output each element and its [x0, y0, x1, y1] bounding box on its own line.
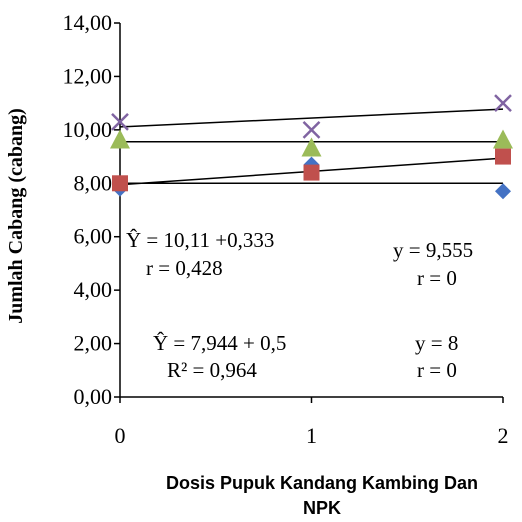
point-square: [303, 164, 320, 181]
annotation-r-4: r = 0: [417, 358, 457, 382]
x-tick-label: 0: [115, 423, 126, 448]
annotation-r-3: R² = 0,964: [167, 358, 257, 382]
x-tick-label: 1: [306, 423, 317, 448]
y-tick-label: 12,00: [63, 63, 113, 88]
y-tick-label: 2,00: [74, 331, 113, 356]
point-triangle: [493, 129, 513, 149]
y-tick-label: 8,00: [74, 170, 113, 195]
point-triangle: [110, 129, 130, 149]
y-tick-label: 6,00: [74, 224, 113, 249]
annotation-equation-3: Ŷ = 7,944 + 0,5: [153, 331, 286, 355]
x-axis-label-line-2: NPK: [303, 498, 341, 518]
point-square: [495, 148, 511, 165]
point-cross: [494, 94, 512, 113]
annotations: Ŷ = 10,11 +0,333 r = 0,428 y = 9,555 r =…: [126, 228, 473, 382]
cross-stroke: [302, 120, 321, 139]
cross-stroke: [494, 94, 512, 113]
annotation-r-1: r = 0,428: [146, 256, 223, 280]
x-tick-label: 2: [498, 423, 509, 448]
y-axis-label: Jumlah Cabang (cabang): [5, 108, 27, 324]
tick-labels: 0,00 2,00 4,00 6,00 8,00 10,00 12,00 14,00 0 1 2: [63, 10, 509, 448]
x-axis-label-line-1: Dosis Pupuk Kandang Kambing Dan: [166, 473, 478, 493]
y-tick-label: 14,00: [63, 10, 113, 35]
trendline-1: [119, 108, 504, 128]
point-square: [112, 175, 128, 192]
y-tick-label: 10,00: [63, 117, 113, 142]
annotation-equation-2: y = 9,555: [393, 238, 473, 262]
point-cross: [111, 112, 129, 131]
point-triangle: [301, 137, 322, 157]
y-tick-label: 0,00: [74, 384, 113, 409]
annotation-r-2: r = 0: [417, 266, 457, 290]
cross-stroke: [111, 112, 129, 131]
annotation-equation-1: Ŷ = 10,11 +0,333: [126, 228, 274, 252]
annotation-equation-4: y = 8: [415, 331, 458, 355]
y-tick-label: 4,00: [74, 277, 113, 302]
data-markers: [110, 94, 513, 200]
axes: [114, 22, 504, 403]
point-cross: [302, 120, 321, 139]
point-diamond: [495, 183, 511, 200]
